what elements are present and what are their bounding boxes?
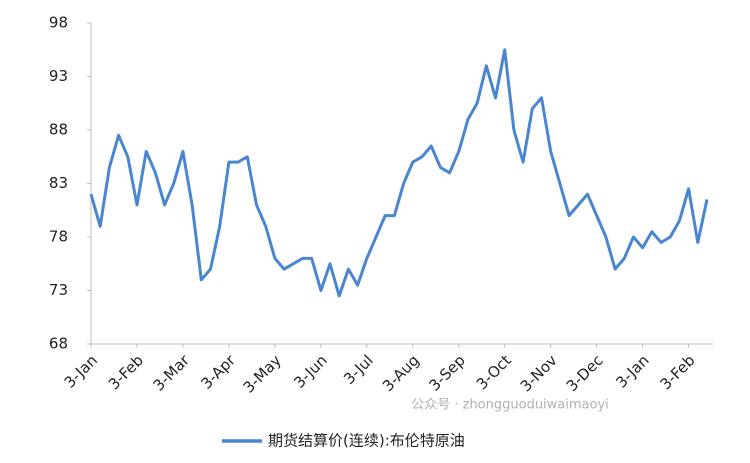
y-tick-label: 78 xyxy=(49,228,68,246)
y-tick-label: 68 xyxy=(49,335,68,353)
data-line xyxy=(89,48,709,298)
x-tick-label: 3-Oct xyxy=(473,351,515,393)
watermark: 公众号 · zhongguoduiwaimaoyi xyxy=(411,398,609,413)
x-tick-label: 3-Apr xyxy=(197,351,239,393)
y-tick-label: 88 xyxy=(49,121,68,139)
x-tick-label: 3-Aug xyxy=(379,351,423,395)
x-tick-label: 3-Feb xyxy=(657,351,699,393)
x-tick-label: 3-Sep xyxy=(425,351,468,394)
y-tick-label: 73 xyxy=(49,281,68,299)
y-tick-label: 98 xyxy=(49,14,68,32)
x-tick-label: 3-Jul xyxy=(340,351,377,388)
x-tick-label: 3-Dec xyxy=(563,351,607,395)
legend-label: 期货结算价(连续):布伦特原油 xyxy=(268,432,465,450)
x-tick-label: 3-May xyxy=(240,351,285,396)
x-tick-label: 3-Jan xyxy=(612,351,652,391)
y-tick-label: 93 xyxy=(49,67,68,85)
x-tick-label: 3-Nov xyxy=(517,351,561,395)
x-tick-label: 3-Jan xyxy=(61,351,101,391)
x-tick-label: 3-Jun xyxy=(290,351,330,391)
x-tick-label: 3-Feb xyxy=(105,351,147,393)
y-tick-label: 83 xyxy=(49,174,68,192)
x-tick-label: 3-Mar xyxy=(150,351,194,395)
